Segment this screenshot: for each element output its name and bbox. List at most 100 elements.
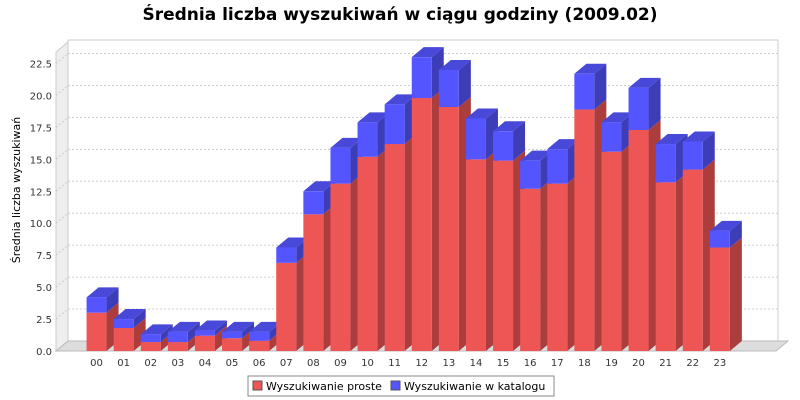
bar-06-katalog	[249, 331, 270, 341]
bar-top-09	[330, 137, 363, 148]
bar-02-katalog	[140, 334, 161, 343]
legend-swatch-proste	[252, 380, 263, 391]
bar-14-katalog	[465, 118, 486, 160]
x-tick-label: 16	[524, 358, 537, 369]
bar-side-23	[729, 220, 742, 248]
x-tick-label: 08	[307, 358, 320, 369]
bar-top-01	[113, 309, 146, 320]
bar-01-katalog	[113, 319, 134, 329]
bar-side-20	[648, 77, 661, 130]
bar-19-proste	[601, 151, 622, 351]
x-tick-label: 19	[605, 358, 618, 369]
legend: Wyszukiwanie proste Wyszukiwanie w katalo…	[247, 375, 555, 397]
bar-05-katalog	[222, 331, 243, 339]
bar-17-proste	[547, 183, 568, 351]
y-tick-label: 5.0	[36, 283, 52, 294]
bar-16-katalog	[520, 160, 541, 189]
legend-box	[247, 375, 555, 397]
bar-00-proste	[86, 312, 107, 351]
y-tick-label: 17.5	[30, 123, 52, 134]
bar-top-11	[384, 94, 417, 105]
plot-area: 0.0 2.5 5.0 7.5 10.0 12.5 15.0 17.5 20.0 22.5 00 01…	[30, 39, 790, 369]
bar-13-proste	[438, 106, 459, 351]
bar-top-19	[601, 112, 634, 123]
bar-08-proste	[303, 214, 324, 351]
bar-top-06	[249, 321, 282, 332]
bar-10-proste	[357, 156, 378, 351]
chart-title: Średnia liczba wyszukiwań w ciągu godzin…	[142, 3, 657, 25]
bar-16-proste	[520, 188, 541, 351]
bar-15-proste	[493, 160, 514, 351]
x-tick-label: 14	[470, 358, 483, 369]
bar-22-katalog	[682, 141, 703, 170]
legend-label-katalog: Wyszukiwanie w katalogu	[404, 380, 545, 393]
y-tick-label: 0.0	[36, 347, 52, 358]
bar-06-proste	[249, 340, 270, 351]
y-tick-label: 20.0	[30, 91, 52, 102]
bar-11-proste	[384, 144, 405, 351]
bar-04-katalog	[194, 330, 215, 336]
bar-side-18	[594, 63, 607, 110]
y-tick-label: 10.0	[30, 219, 52, 230]
bar-side-23	[729, 237, 742, 351]
bar-07-proste	[276, 262, 297, 351]
x-tick-label: 02	[144, 358, 157, 369]
bar-top-14	[465, 108, 498, 119]
x-tick-label: 22	[686, 358, 699, 369]
gridline-depth	[55, 180, 69, 192]
bar-00-katalog	[86, 297, 107, 313]
bar-side-00	[106, 287, 119, 313]
bar-03-proste	[167, 342, 188, 351]
gridline-depth	[55, 244, 69, 256]
bar-11-katalog	[384, 104, 405, 145]
bar-top-21	[655, 134, 688, 145]
bar-side-22	[702, 131, 715, 170]
bar-20-katalog	[628, 87, 649, 130]
bar-21-proste	[655, 182, 676, 351]
bar-top-03	[167, 321, 200, 332]
x-tick-label: 13	[442, 358, 455, 369]
bar-07-katalog	[276, 247, 297, 263]
bar-01-proste	[113, 328, 134, 351]
bar-02-proste	[140, 342, 161, 351]
legend-label-proste: Wyszukiwanie proste	[266, 380, 382, 393]
bar-12-katalog	[411, 57, 432, 99]
x-tick-label: 23	[713, 358, 726, 369]
x-tick-label: 06	[253, 358, 266, 369]
x-tick-label: 03	[171, 358, 184, 369]
gridline-depth	[55, 53, 69, 64]
bar-top-05	[222, 321, 255, 332]
bar-top-15	[493, 121, 526, 132]
bar-top-17	[547, 139, 580, 150]
gridline-depth	[55, 308, 69, 320]
x-tick-label: 11	[388, 358, 401, 369]
bar-top-00	[86, 287, 119, 298]
bar-top-04	[194, 320, 227, 331]
bar-23-proste	[709, 247, 730, 351]
x-tick-label: 00	[90, 358, 103, 369]
bar-top-12	[411, 47, 444, 58]
bar-18-proste	[574, 109, 595, 352]
y-tick-label: 15.0	[30, 155, 52, 166]
x-tick-label: 20	[632, 358, 645, 369]
bar-19-katalog	[601, 122, 622, 152]
gridline-depth	[55, 276, 69, 288]
bar-top-02	[140, 324, 173, 335]
left-wall	[55, 40, 69, 353]
bar-side-04	[214, 320, 227, 336]
x-tick-label: 15	[497, 358, 510, 369]
x-tick-label: 10	[361, 358, 374, 369]
bar-side-01	[133, 309, 146, 329]
x-tick-label: 09	[334, 358, 347, 369]
bar-top-20	[628, 77, 661, 88]
bar-17-katalog	[547, 149, 568, 184]
bar-23-katalog	[709, 230, 730, 248]
y-axis-label: Średnia liczba wyszukiwań	[10, 117, 23, 264]
bar-22-proste	[682, 169, 703, 351]
legend-swatch-katalog	[390, 380, 401, 391]
bar-side-03	[187, 321, 200, 343]
x-tick-label: 12	[415, 358, 428, 369]
bar-15-katalog	[493, 131, 514, 161]
x-tick-label: 05	[226, 358, 239, 369]
